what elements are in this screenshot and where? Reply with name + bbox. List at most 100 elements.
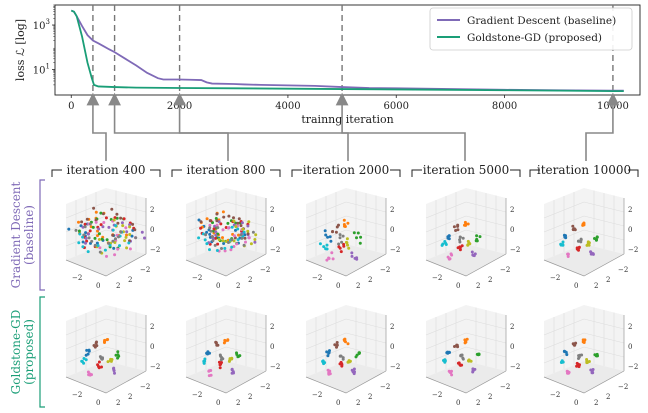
- row-bracket: [39, 179, 45, 291]
- row-labels: Gradient Descent (baseline) Goldstone-GD (p…: [9, 179, 45, 408]
- grid-line: [225, 332, 267, 344]
- panel-tick: 0: [574, 282, 578, 290]
- grid-line: [65, 332, 107, 350]
- legend-box: [429, 7, 633, 51]
- snapshot-point: [119, 216, 123, 220]
- snapshot-point: [338, 233, 342, 237]
- snapshot-point: [334, 230, 338, 234]
- snapshot-point: [85, 217, 89, 221]
- snapshot-point: [343, 224, 346, 228]
- snapshot-point: [112, 246, 116, 250]
- snapshot-point: [208, 219, 212, 223]
- snapshot-point: [82, 357, 86, 360]
- snapshot-point: [93, 243, 97, 247]
- snapshot-point: [234, 225, 238, 229]
- snapshot-point: [93, 236, 97, 240]
- snapshot-point: [243, 236, 247, 240]
- snapshot-panels: −20 22−220−2−20 22−220−2−20 22−220−2−20 22−2…: [65, 188, 638, 407]
- panel-tick: 0: [510, 226, 514, 234]
- grid-line: [425, 346, 467, 364]
- x-tick-label: 0: [68, 101, 74, 112]
- snapshot-point: [128, 225, 132, 229]
- panel-tick: 2: [236, 399, 240, 407]
- snapshot-point: [230, 225, 234, 229]
- snapshot-point: [235, 242, 239, 246]
- snapshot-point: [103, 341, 106, 344]
- snapshot-point: [214, 217, 218, 220]
- snapshot-point: [205, 351, 209, 355]
- snapshot-point: [223, 338, 227, 342]
- snapshot-point: [105, 254, 108, 258]
- row-label-line2: (baseline): [22, 205, 36, 265]
- panel-tick: 0: [456, 399, 460, 407]
- snapshot-point: [215, 212, 219, 216]
- bracket-label-bg: [422, 161, 510, 177]
- snapshot-point: [77, 220, 80, 224]
- snapshot-point: [101, 212, 105, 216]
- snapshot-point: [87, 349, 91, 353]
- snapshot-point: [459, 363, 462, 367]
- snapshot-point: [236, 227, 240, 231]
- iteration-label: iteration 400: [67, 163, 146, 177]
- snapshot-point: [591, 371, 595, 375]
- snapshot-point: [226, 221, 230, 225]
- snapshot-point: [456, 224, 460, 228]
- grid-line: [583, 229, 625, 241]
- panel-tick: 2: [236, 282, 240, 290]
- snapshot-point: [199, 226, 203, 230]
- snapshot-point: [83, 222, 87, 226]
- snapshot-point: [86, 250, 90, 254]
- snapshot-point: [90, 373, 93, 377]
- panel-tick: 2: [606, 393, 610, 401]
- snapshot-panel-5: −20 22−220−2: [65, 305, 160, 407]
- snapshot-point: [232, 234, 236, 238]
- snapshot-point: [454, 229, 458, 232]
- snapshot-point: [346, 243, 349, 247]
- panel-tick: 2: [390, 206, 394, 214]
- snapshot-point: [246, 229, 250, 233]
- legend: Gradient Descent (baseline) Goldstone-GD …: [429, 7, 633, 51]
- snapshot-point: [218, 366, 222, 370]
- snapshot-point: [461, 236, 465, 240]
- snapshot-point: [211, 239, 215, 243]
- panel-tick: 0: [510, 343, 514, 351]
- snapshot-point: [211, 235, 214, 239]
- snapshot-point: [350, 251, 354, 255]
- snapshot-point: [86, 370, 90, 374]
- snapshot-point: [102, 221, 106, 224]
- snapshot-point: [230, 245, 234, 249]
- snapshot-point: [331, 257, 335, 261]
- snapshot-point: [124, 226, 128, 230]
- snapshot-point: [219, 222, 223, 226]
- snapshot-point: [226, 338, 230, 342]
- snapshot-point: [230, 357, 234, 361]
- snapshot-point: [230, 238, 234, 242]
- snapshot-point: [121, 224, 125, 228]
- panel-tick: −2: [432, 274, 442, 282]
- snapshot-point: [95, 241, 99, 245]
- snapshot-point: [352, 372, 356, 376]
- snapshot-point: [326, 235, 330, 239]
- snapshot-point: [99, 211, 103, 215]
- snapshot-point: [446, 255, 450, 259]
- panel-tick: 0: [270, 226, 274, 234]
- snapshot-point: [253, 238, 257, 241]
- snapshot-point: [458, 238, 462, 242]
- panel-tick: 2: [368, 276, 372, 284]
- snapshot-point: [205, 230, 209, 234]
- snapshot-point: [339, 354, 343, 358]
- panel-tick: 2: [476, 282, 480, 290]
- snapshot-point: [342, 218, 346, 222]
- snapshot-point: [581, 222, 585, 226]
- arrow: [173, 92, 349, 162]
- snapshot-point: [123, 239, 127, 243]
- snapshot-point: [471, 367, 475, 371]
- snapshot-point: [96, 244, 100, 247]
- axis-edge: [305, 253, 387, 277]
- snapshot-point: [230, 371, 234, 375]
- snapshot-point: [84, 231, 88, 235]
- iteration-label: iteration 800: [187, 163, 266, 177]
- snapshot-point: [94, 341, 98, 345]
- axis-edge: [305, 370, 387, 394]
- snapshot-point: [356, 231, 360, 235]
